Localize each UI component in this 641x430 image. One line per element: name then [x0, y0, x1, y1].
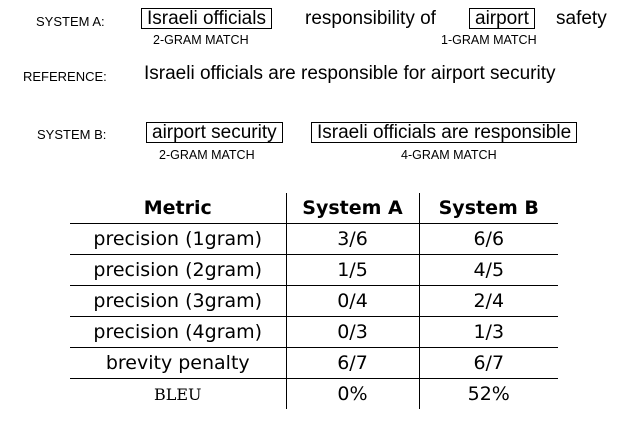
system-b-cell: 6/7: [418, 347, 558, 379]
header-system-b: System B: [418, 193, 558, 224]
system-b-label: SYSTEM B:: [37, 127, 107, 142]
system-b-bigram-box: airport security: [146, 122, 283, 143]
system-a-2gram-match-label: 2-GRAM MATCH: [153, 33, 249, 47]
metric-cell: precision (4gram): [70, 316, 286, 348]
table-row: BLEU 0% 52%: [70, 378, 558, 409]
table-row: brevity penalty 6/7 6/7: [70, 347, 558, 379]
system-b-4gram-box: Israeli officials are responsible: [311, 122, 578, 143]
table-header-row: Metric System A System B: [70, 193, 558, 224]
system-a-unmatched-text: responsibility of: [305, 8, 436, 29]
header-system-a: System A: [285, 193, 419, 224]
system-a-label: SYSTEM A:: [36, 14, 105, 29]
system-a-unmatched-word: safety: [556, 8, 607, 29]
system-a-cell: 0%: [285, 378, 419, 409]
system-a-cell: 0/4: [285, 285, 419, 317]
table-row: precision (3gram) 0/4 2/4: [70, 285, 558, 317]
metric-cell: precision (2gram): [70, 254, 286, 286]
table-row: precision (4gram) 0/3 1/3: [70, 316, 558, 348]
reference-label: REFERENCE:: [23, 69, 107, 84]
system-a-bigram-box: Israeli officials: [141, 8, 272, 29]
system-a-cell: 1/5: [285, 254, 419, 286]
system-b-4gram-match-label: 4-GRAM MATCH: [401, 148, 497, 162]
metric-cell-bleu: BLEU: [153, 384, 202, 404]
reference-sentence: Israeli officials are responsible for ai…: [144, 63, 556, 84]
system-a-cell: 3/6: [285, 223, 419, 255]
table-row: precision (1gram) 3/6 6/6: [70, 223, 558, 255]
metrics-table: Metric System A System B precision (1gra…: [70, 193, 558, 409]
system-a-1gram-match-label: 1-GRAM MATCH: [441, 33, 537, 47]
system-b-cell: 1/3: [418, 316, 558, 348]
metric-cell: brevity penalty: [70, 347, 286, 379]
metric-cell: precision (1gram): [70, 223, 286, 255]
system-b-cell: 6/6: [418, 223, 558, 255]
system-a-unigram-box: airport: [469, 8, 535, 29]
metric-cell: precision (3gram): [70, 285, 286, 317]
table-row: precision (2gram) 1/5 4/5: [70, 254, 558, 286]
system-b-cell: 52%: [418, 378, 558, 409]
system-b-cell: 2/4: [418, 285, 558, 317]
header-metric: Metric: [70, 193, 286, 224]
system-b-2gram-match-label: 2-GRAM MATCH: [159, 148, 255, 162]
system-a-cell: 0/3: [285, 316, 419, 348]
system-b-cell: 4/5: [418, 254, 558, 286]
system-a-cell: 6/7: [285, 347, 419, 379]
